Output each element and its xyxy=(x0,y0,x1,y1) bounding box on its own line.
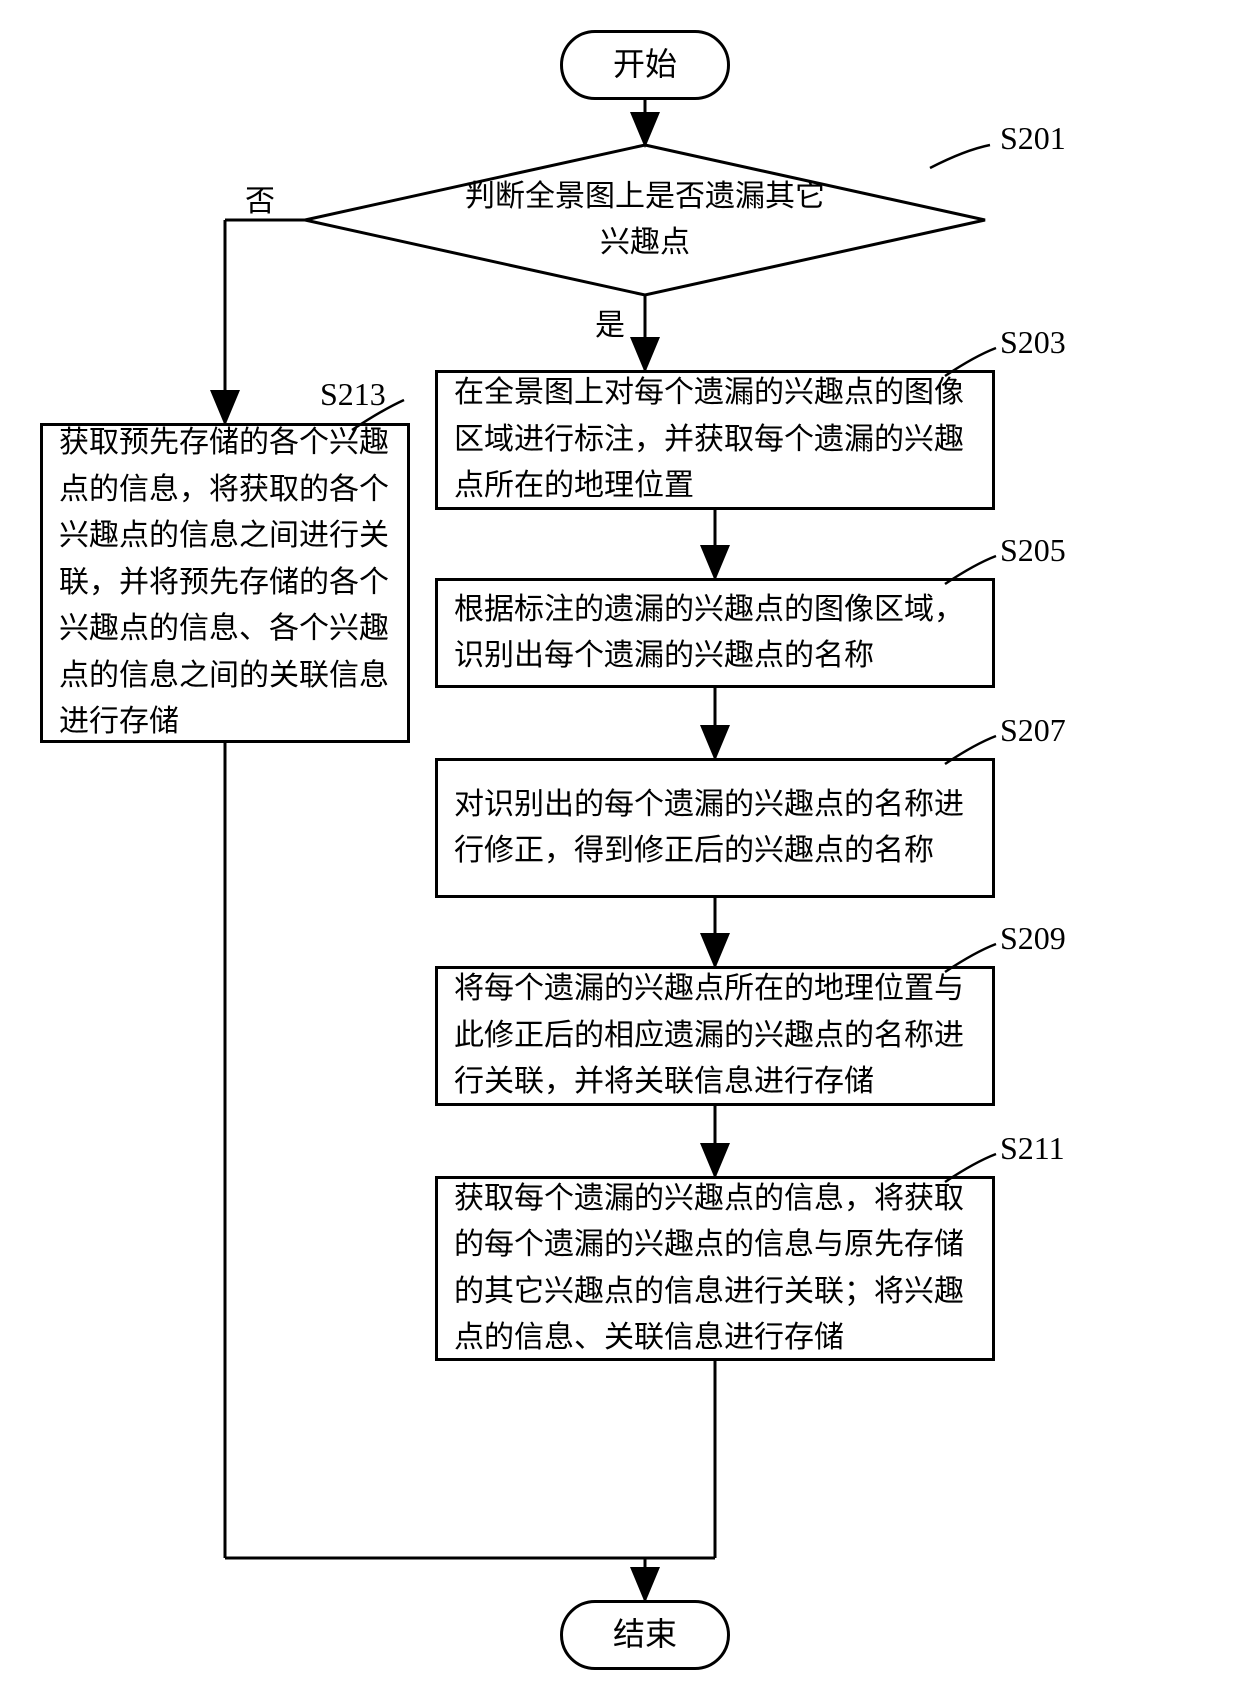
label-s213: S213 xyxy=(320,376,386,413)
step-s203: 在全景图上对每个遗漏的兴趣点的图像区域进行标注，并获取每个遗漏的兴趣点所在的地理… xyxy=(435,370,995,510)
label-s207: S207 xyxy=(1000,712,1066,749)
label-s209: S209 xyxy=(1000,920,1066,957)
decision-text: 判断全景图上是否遗漏其它 兴趣点 xyxy=(420,180,870,260)
step-s207-text: 对识别出的每个遗漏的兴趣点的名称进行修正，得到修正后的兴趣点的名称 xyxy=(454,782,976,875)
step-s209-text: 将每个遗漏的兴趣点所在的地理位置与此修正后的相应遗漏的兴趣点的名称进行关联，并将… xyxy=(454,966,976,1106)
no-label: 否 xyxy=(245,176,275,220)
start-label: 开始 xyxy=(613,40,677,90)
step-s205: 根据标注的遗漏的兴趣点的图像区域，识别出每个遗漏的兴趣点的名称 xyxy=(435,578,995,688)
step-s207: 对识别出的每个遗漏的兴趣点的名称进行修正，得到修正后的兴趣点的名称 xyxy=(435,758,995,898)
label-s203: S203 xyxy=(1000,324,1066,361)
yes-label: 是 xyxy=(595,300,625,344)
step-s211-text: 获取每个遗漏的兴趣点的信息，将获取的每个遗漏的兴趣点的信息与原先存储的其它兴趣点… xyxy=(454,1176,976,1362)
end-terminal: 结束 xyxy=(560,1600,730,1670)
label-s205: S205 xyxy=(1000,532,1066,569)
step-s209: 将每个遗漏的兴趣点所在的地理位置与此修正后的相应遗漏的兴趣点的名称进行关联，并将… xyxy=(435,966,995,1106)
end-label: 结束 xyxy=(613,1610,677,1660)
step-s211: 获取每个遗漏的兴趣点的信息，将获取的每个遗漏的兴趣点的信息与原先存储的其它兴趣点… xyxy=(435,1176,995,1361)
step-s213-text: 获取预先存储的各个兴趣点的信息，将获取的各个兴趣点的信息之间进行关联，并将预先存… xyxy=(59,420,391,746)
step-s203-text: 在全景图上对每个遗漏的兴趣点的图像区域进行标注，并获取每个遗漏的兴趣点所在的地理… xyxy=(454,370,976,510)
label-s201: S201 xyxy=(1000,120,1066,157)
step-s213: 获取预先存储的各个兴趣点的信息，将获取的各个兴趣点的信息之间进行关联，并将预先存… xyxy=(40,423,410,743)
decision-content: 判断全景图上是否遗漏其它 兴趣点 xyxy=(465,174,825,267)
step-s205-text: 根据标注的遗漏的兴趣点的图像区域，识别出每个遗漏的兴趣点的名称 xyxy=(454,587,976,680)
label-s211: S211 xyxy=(1000,1130,1065,1167)
start-terminal: 开始 xyxy=(560,30,730,100)
